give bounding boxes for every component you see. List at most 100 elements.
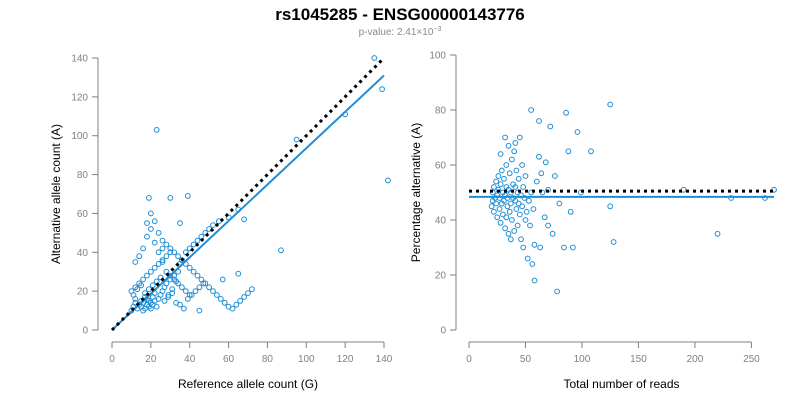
percentage-data-point [507, 236, 514, 243]
percentage-data-point [495, 173, 502, 179]
percentage-data-point [588, 148, 594, 155]
percentage-data-point [502, 225, 509, 232]
allele-data-point [181, 305, 187, 312]
percentage-data-point [515, 200, 522, 207]
allele-data-point [186, 292, 193, 298]
allele-data-point [379, 86, 386, 92]
percentage-data-point [563, 109, 569, 116]
percentage-data-point [509, 156, 515, 163]
allele-data-point [241, 294, 248, 300]
allele-data-point [245, 290, 251, 297]
allele-data-point [167, 195, 174, 201]
percentage-data-point [552, 173, 558, 179]
percentage-data-point [497, 219, 504, 226]
percentage-data-point [531, 277, 538, 284]
allele-data-point [177, 220, 183, 227]
allele-y-axis-label: Alternative allele count (A) [49, 124, 63, 264]
percentage-data-point [521, 195, 528, 201]
allele-data-point [371, 55, 378, 61]
allele-data-point [171, 249, 178, 256]
allele-x-tick-label: 60 [223, 354, 235, 365]
allele-data-point [171, 272, 178, 279]
allele-data-point [179, 284, 185, 291]
allele-data-point [217, 296, 224, 302]
allele-data-point [159, 259, 166, 265]
percentage-data-point [511, 228, 518, 234]
allele-data-point [163, 253, 170, 260]
percentage-data-point [513, 206, 520, 212]
percentage-data-point [519, 162, 525, 168]
percentage-y-axis-label: Percentage alternative (A) [409, 123, 423, 262]
allele-data-point [186, 264, 193, 271]
percentage-data-point [488, 203, 495, 210]
percentage-data-point [498, 167, 505, 174]
percentage-data-point [607, 101, 614, 108]
allele-data-point [175, 280, 182, 287]
percentage-data-point [503, 162, 510, 168]
allele-x-tick-label: 40 [184, 354, 196, 365]
percentage-data-point [536, 118, 542, 124]
allele-data-point [198, 276, 205, 283]
allele-data-point [385, 177, 391, 184]
percentage-data-point [523, 208, 530, 215]
percentage-data-point [524, 255, 531, 262]
allele-data-point [148, 226, 154, 232]
percentage-data-point [497, 181, 504, 188]
percentage-x-tick-label: 150 [630, 354, 647, 365]
allele-x-tick-label: 100 [298, 354, 315, 365]
percentage-alternative-panel: 0 20 40 60 80 100 0 50 100 150 200 250 Total number … [409, 51, 777, 391]
percentage-data-point [509, 217, 515, 223]
percentage-data-point [500, 211, 506, 218]
percentage-data-point [714, 230, 721, 237]
percentage-data-point [514, 222, 521, 229]
percentage-data-point [511, 148, 518, 155]
allele-data-point [161, 298, 168, 304]
percentage-x-tick-label: 0 [466, 354, 472, 365]
allele-data-point [202, 230, 209, 236]
percentage-data-point [565, 148, 572, 155]
allele-y-tick-label: 100 [71, 131, 88, 142]
percentage-data-point [542, 159, 549, 166]
allele-data-point [175, 253, 182, 260]
percentage-data-point [607, 203, 614, 210]
allele-data-point [167, 245, 174, 252]
allele-data-point [138, 282, 145, 289]
allele-data-point [144, 272, 150, 279]
allele-data-point [293, 136, 300, 143]
allele-data-point [169, 286, 176, 293]
percentage-data-point [493, 178, 500, 185]
percentage-data-point [556, 200, 563, 207]
percentage-data-point [527, 222, 533, 229]
percentage-data-point [529, 261, 536, 267]
percentage-data-point [497, 151, 504, 157]
allele-data-point [177, 301, 183, 308]
allele-x-axis-label: Reference allele count (G) [178, 377, 318, 391]
allele-x-tick-label: 20 [145, 354, 157, 365]
allele-data-point [194, 272, 201, 279]
allele-data-point [179, 257, 185, 264]
percentage-data-point [496, 206, 503, 212]
allele-data-point [151, 264, 158, 271]
percentage-data-point [506, 208, 513, 215]
percentage-data-point [530, 206, 537, 212]
pvalue-exponent: −3 [433, 26, 441, 33]
allele-data-point [130, 292, 137, 298]
allele-data-point [210, 222, 216, 229]
percentage-data-point [561, 244, 567, 251]
allele-data-point [134, 286, 141, 293]
percentage-data-point [496, 195, 503, 201]
allele-data-point [136, 253, 143, 260]
percentage-data-point [522, 217, 529, 223]
pvalue-prefix: p-value: 2.41×10 [359, 27, 434, 38]
allele-x-tick-label: 80 [262, 354, 274, 365]
allele-data-point [214, 292, 220, 298]
percentage-y-tick-label: 40 [435, 216, 447, 227]
percentage-data-point [762, 195, 768, 201]
allele-data-point [140, 276, 147, 283]
percentage-x-axis-label: Total number of reads [563, 377, 679, 391]
percentage-data-point [516, 134, 523, 141]
percentage-data-point [501, 175, 507, 182]
percentage-data-point [507, 200, 514, 207]
percentage-data-point [520, 184, 527, 190]
allele-data-point [155, 230, 162, 236]
